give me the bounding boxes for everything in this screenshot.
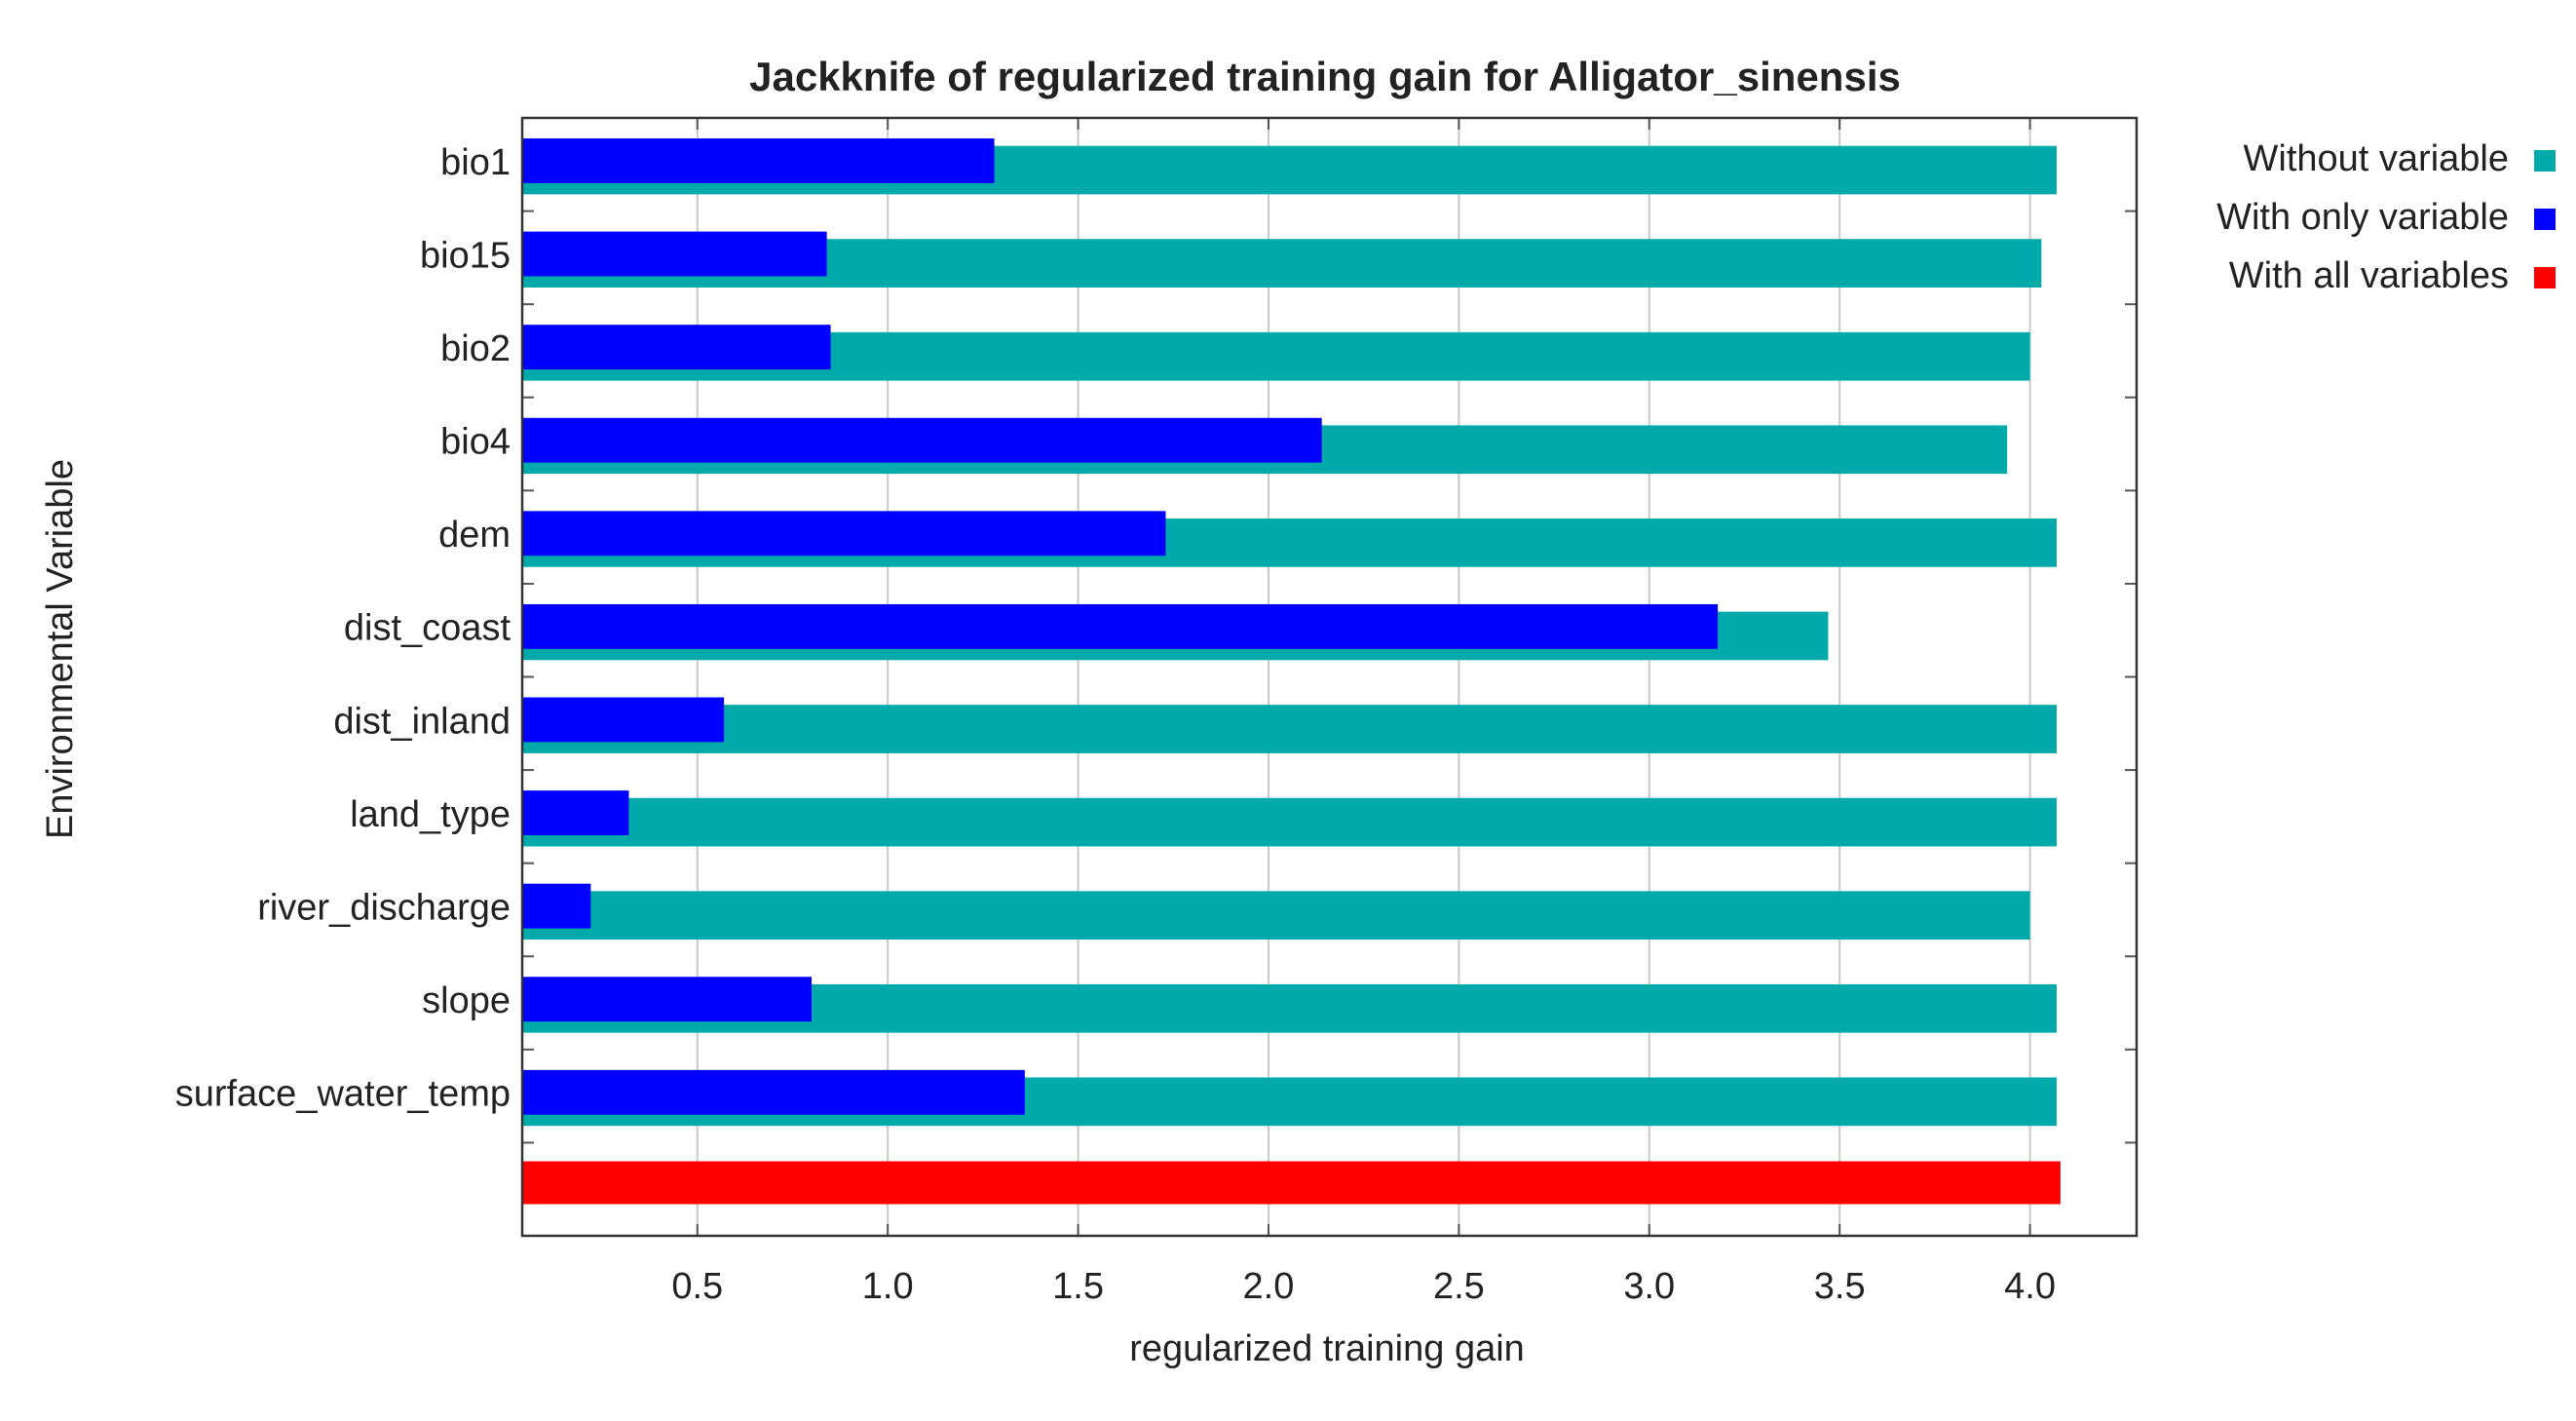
bar (522, 891, 2030, 941)
legend-swatch (2534, 267, 2556, 288)
y-tick-label: river_discharge (257, 887, 511, 928)
bar (522, 697, 725, 743)
x-axis-title: regularized training gain (1129, 1328, 1525, 1369)
legend-label: Without variable (2244, 138, 2509, 179)
bar (522, 138, 995, 183)
chart-title: Jackknife of regularized training gain f… (749, 54, 1901, 99)
bar (522, 325, 831, 370)
bar (522, 797, 2057, 847)
legend-swatch (2534, 150, 2556, 172)
bar (522, 603, 1719, 649)
bar (522, 511, 1166, 557)
y-tick-label: bio1 (440, 142, 511, 183)
x-tick-label: 3.5 (1814, 1266, 1866, 1307)
bar (522, 790, 629, 835)
y-tick-label: surface_water_temp (175, 1074, 511, 1115)
y-tick-label: dist_coast (344, 608, 511, 649)
bar (522, 977, 813, 1022)
y-tick-label: bio15 (420, 235, 511, 276)
bar (522, 417, 1322, 463)
bar (522, 1069, 1025, 1115)
y-tick-label: bio4 (440, 422, 511, 463)
x-tick-label: 2.5 (1433, 1266, 1485, 1307)
legend-swatch (2534, 209, 2556, 230)
x-tick-label: 1.5 (1052, 1266, 1104, 1307)
legend-label: With only variable (2216, 197, 2509, 238)
bar (522, 1161, 2061, 1205)
y-tick-label: bio2 (440, 328, 511, 369)
plot-area (522, 118, 2137, 1236)
x-tick-label: 3.0 (1623, 1266, 1675, 1307)
x-tick-label: 0.5 (671, 1266, 723, 1307)
legend-label: With all variables (2229, 255, 2509, 296)
y-axis-title: Environmental Variable (40, 459, 81, 839)
x-tick-label: 2.0 (1243, 1266, 1295, 1307)
y-tick-label: slope (422, 980, 511, 1021)
bar (522, 705, 2057, 753)
y-tick-label: dist_inland (333, 701, 511, 742)
y-tick-label: dem (438, 515, 511, 556)
y-tick-label: land_type (350, 794, 511, 835)
x-tick-label: 1.0 (862, 1266, 914, 1307)
bar (522, 883, 591, 929)
x-tick-label: 4.0 (2004, 1266, 2056, 1307)
bar (522, 231, 827, 277)
plot-frame (520, 116, 2139, 1238)
